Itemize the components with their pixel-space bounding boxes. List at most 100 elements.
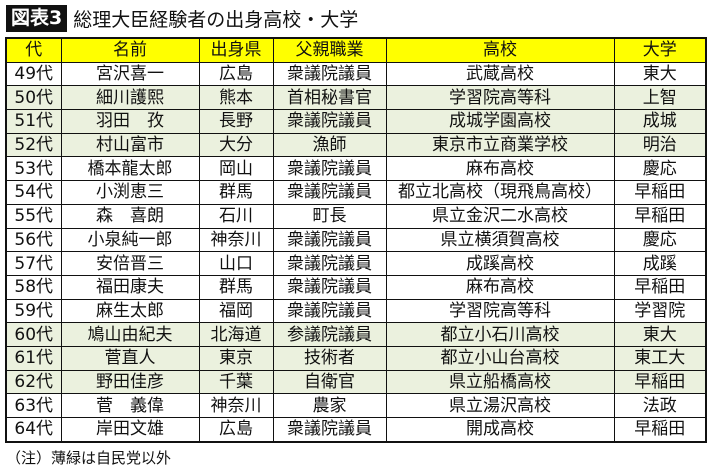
cell-father-occupation: 衆議院議員 (272, 227, 387, 253)
table-row: 55代森 喜朗 石川 町長 県立金沢二水高校 早稲田 (5, 203, 707, 229)
cell-high-school: 麻布高校 (385, 274, 615, 300)
table-row: 64代 岸田文雄 広島 衆議院議員 開成高校 早稲田 (5, 416, 707, 443)
cell-name: 菅直人 (60, 345, 200, 371)
cell-university: 成蹊 (613, 251, 707, 276)
cell-prefecture: 神奈川 (198, 393, 274, 418)
cell-name: 羽田 孜 (60, 109, 200, 134)
cell-prefecture: 神奈川 (198, 227, 274, 253)
cell-prefecture: 石川 (198, 203, 274, 229)
column-header-generation: 代 (5, 37, 62, 63)
cell-generation: 49代 (5, 61, 62, 87)
cell-father-occupation: 衆議院議員 (272, 61, 387, 87)
table-row: 57代 安倍晋三 山口 衆議院議員 成蹊高校 成蹊 (5, 251, 707, 276)
cell-father-occupation: 首相秘書官 (272, 85, 387, 111)
cell-high-school: 学習院高等科 (385, 298, 615, 324)
cell-university: 早稲田 (613, 203, 707, 229)
figure-title-text: 総理大臣経験者の出身高校・大学 (73, 8, 359, 31)
column-header-father-occupation: 父親職業 (272, 37, 387, 63)
cell-prefecture: 東京 (198, 345, 274, 371)
cell-university: 法政 (613, 393, 707, 418)
cell-university: 慶応 (613, 227, 707, 253)
cell-name: 小泉純一郎 (60, 227, 200, 253)
column-header-prefecture: 出身県 (198, 37, 274, 63)
cell-father-occupation: 農家 (272, 393, 387, 418)
cell-prefecture: 山口 (198, 251, 274, 276)
table-row: 53代 橋本龍太郎 岡山 衆議院議員 麻布高校 慶応 (5, 156, 707, 182)
cell-name: 菅 義偉 (60, 393, 200, 418)
cell-university: 早稲田 (613, 180, 707, 205)
cell-generation: 62代 (5, 369, 62, 395)
cell-prefecture: 広島 (198, 416, 274, 443)
cell-high-school: 東京市立商業学校 (385, 132, 615, 158)
cell-high-school: 県立船橋高校 (385, 369, 615, 395)
cell-generation: 53代 (5, 156, 62, 182)
cell-prefecture: 広島 (198, 61, 274, 87)
cell-father-occupation: 技術者 (272, 345, 387, 371)
cell-generation: 60代 (5, 322, 62, 347)
cell-name: 森 喜朗 (60, 203, 200, 229)
cell-father-occupation: 参議院議員 (272, 322, 387, 347)
cell-high-school: 都立小山台高校 (385, 345, 615, 371)
cell-prefecture: 大分 (198, 132, 274, 158)
cell-high-school: 都立小石川高校 (385, 322, 615, 347)
cell-generation: 61代 (5, 345, 62, 371)
cell-university: 早稲田 (613, 369, 707, 395)
table-row: 49代 宮沢喜一 広島 衆議院議員 武蔵高校 東大 (5, 61, 707, 87)
cell-university: 東大 (613, 61, 707, 87)
cell-generation: 51代 (5, 109, 62, 134)
prime-minister-table: 代 名前 出身県 父親職業 高校 大学 49代 宮沢喜一 広島 衆議院議員 武蔵高校 東大… (5, 37, 707, 443)
cell-name: 橋本龍太郎 (60, 156, 200, 182)
table-header: 代 名前 出身県 父親職業 高校 大学 (5, 37, 707, 63)
cell-university: 上智 (613, 85, 707, 111)
cell-name: 鳩山由紀夫 (60, 322, 200, 347)
cell-generation: 64代 (5, 416, 62, 443)
cell-father-occupation: 衆議院議員 (272, 156, 387, 182)
figure-badge: 図表3 (6, 4, 68, 32)
cell-university: 東大 (613, 322, 707, 347)
cell-prefecture: 千葉 (198, 369, 274, 395)
cell-high-school: 都立北高校（現飛鳥高校） (385, 180, 615, 205)
cell-name: 安倍晋三 (60, 251, 200, 276)
cell-university: 成城 (613, 109, 707, 134)
cell-generation: 57代 (5, 251, 62, 276)
cell-prefecture: 北海道 (198, 322, 274, 347)
table-row: 52代 村山富市 大分 漁師 東京市立商業学校 明治 (5, 132, 707, 158)
cell-high-school: 学習院高等科 (385, 85, 615, 111)
cell-prefecture: 熊本 (198, 85, 274, 111)
cell-generation: 54代 (5, 180, 62, 205)
cell-name: 宮沢喜一 (60, 61, 200, 87)
cell-father-occupation: 衆議院議員 (272, 180, 387, 205)
cell-name: 村山富市 (60, 132, 200, 158)
cell-prefecture: 岡山 (198, 156, 274, 182)
cell-generation: 63代 (5, 393, 62, 418)
footnote: （注）薄緑は自民党以外 (6, 449, 172, 467)
cell-father-occupation: 衆議院議員 (272, 251, 387, 276)
cell-name: 野田佳彦 (60, 369, 200, 395)
table-row: 62代 野田佳彦 千葉 自衛官 県立船橋高校 早稲田 (5, 369, 707, 395)
cell-name: 小渕恵三 (60, 180, 200, 205)
cell-prefecture: 長野 (198, 109, 274, 134)
cell-father-occupation: 自衛官 (272, 369, 387, 395)
cell-university: 早稲田 (613, 274, 707, 300)
cell-high-school: 武蔵高校 (385, 61, 615, 87)
cell-prefecture: 福岡 (198, 298, 274, 324)
cell-name: 岸田文雄 (60, 416, 200, 443)
cell-generation: 58代 (5, 274, 62, 300)
table-row: 59代 麻生太郎 福岡 衆議院議員 学習院高等科 学習院 (5, 298, 707, 324)
cell-university: 慶応 (613, 156, 707, 182)
cell-university: 明治 (613, 132, 707, 158)
cell-prefecture: 群馬 (198, 274, 274, 300)
table-row: 58代 福田康夫 群馬 衆議院議員 麻布高校 早稲田 (5, 274, 707, 300)
table-row: 61代 菅直人 東京 技術者 都立小山台高校 東工大 (5, 345, 707, 371)
column-header-high-school: 高校 (385, 37, 615, 63)
cell-name: 福田康夫 (60, 274, 200, 300)
cell-prefecture: 群馬 (198, 180, 274, 205)
table-row: 60代 鳩山由紀夫 北海道 参議院議員 都立小石川高校 東大 (5, 322, 707, 347)
cell-university: 学習院 (613, 298, 707, 324)
cell-high-school: 麻布高校 (385, 156, 615, 182)
cell-high-school: 成城学園高校 (385, 109, 615, 134)
cell-father-occupation: 衆議院議員 (272, 274, 387, 300)
cell-generation: 55代 (5, 203, 62, 229)
cell-father-occupation: 衆議院議員 (272, 416, 387, 443)
cell-father-occupation: 町長 (272, 203, 387, 229)
